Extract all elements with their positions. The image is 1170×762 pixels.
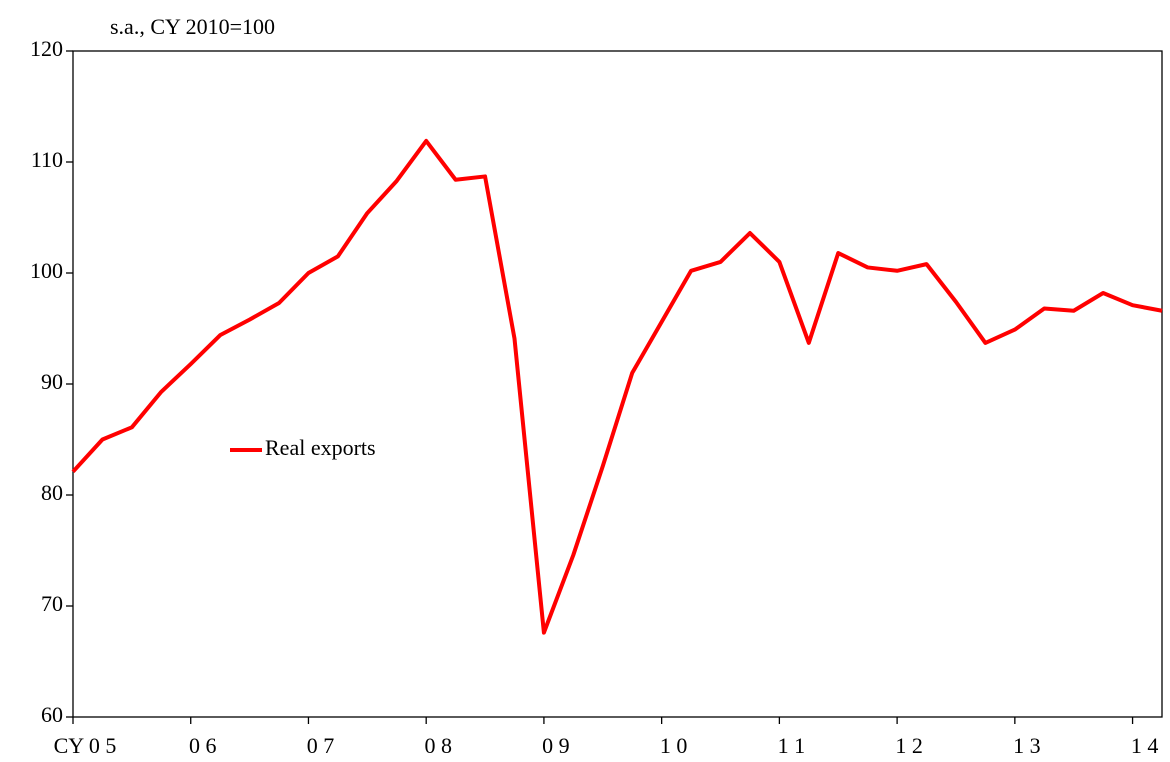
x-tick-label: 0 8 [424,733,452,758]
y-tick-label: 70 [41,591,63,616]
y-axis-label: s.a., CY 2010=100 [110,14,275,39]
x-tick-label: 1 3 [1013,733,1041,758]
plot-frame [72,50,1163,718]
y-tick-label: 80 [41,480,63,505]
series-line [71,138,1163,635]
y-tick-label: 110 [31,147,63,172]
x-tick-label: 1 0 [660,733,688,758]
y-tick-label: 90 [41,369,63,394]
y-tick-label: 100 [30,258,63,283]
legend-label: Real exports [265,435,376,460]
y-tick-label: 60 [41,702,63,727]
x-tick-label: 1 4 [1131,733,1159,758]
x-tick-label: 0 6 [189,733,217,758]
x-tick-label: 1 1 [778,733,806,758]
x-tick-label: 0 9 [542,733,570,758]
x-tick-label: 1 2 [895,733,923,758]
x-tick-label: 0 7 [307,733,335,758]
y-tick-label: 120 [30,36,63,61]
x-tick-label: CY 0 5 [54,733,117,758]
